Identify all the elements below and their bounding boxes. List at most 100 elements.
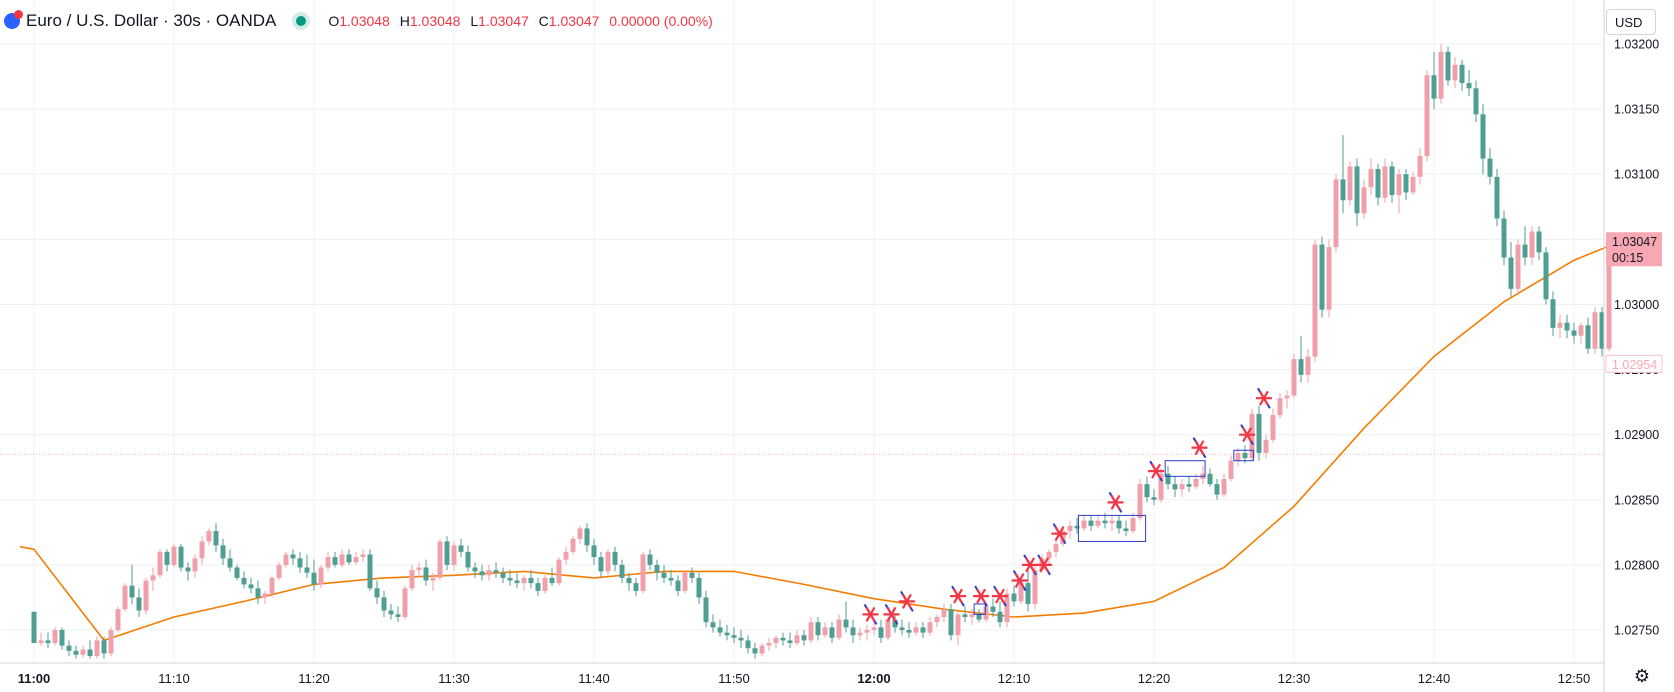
candle — [1543, 247, 1549, 305]
candle-body — [290, 554, 296, 559]
price-tick-label: 1.03000 — [1614, 298, 1659, 312]
candle-body — [1228, 460, 1234, 479]
candle-body — [605, 551, 611, 572]
candle-body — [1487, 158, 1493, 177]
candle — [1165, 465, 1171, 490]
candle — [234, 564, 240, 581]
candle-body — [906, 630, 912, 633]
candle-body — [1473, 88, 1479, 115]
candle-body — [745, 640, 751, 649]
candle-body — [1109, 520, 1115, 524]
candle — [416, 562, 422, 578]
candle — [45, 632, 51, 649]
price-tick-label: 1.02800 — [1614, 558, 1659, 572]
candle — [787, 632, 793, 649]
candle — [192, 554, 198, 578]
candle-body — [269, 577, 275, 594]
candle-body — [1410, 176, 1416, 193]
marker-arm — [1258, 390, 1269, 406]
change-value: 0.00000 (0.00%) — [609, 13, 713, 29]
candle — [38, 632, 44, 646]
candle — [437, 538, 443, 581]
gear-icon[interactable]: ⚙ — [1633, 666, 1651, 686]
candle-body — [1452, 64, 1458, 81]
asterisk-marker — [1239, 424, 1256, 446]
asterisk-marker — [898, 590, 915, 612]
candle-body — [1417, 155, 1423, 177]
candle — [1214, 478, 1220, 500]
symbol-title[interactable]: Euro / U.S. Dollar · 30s · OANDA — [26, 11, 277, 30]
candle — [1312, 239, 1318, 362]
candle — [339, 549, 345, 568]
open-value: 1.03048 — [339, 13, 390, 29]
candle — [1081, 515, 1087, 532]
marker-arm — [953, 588, 963, 604]
candle-body — [598, 557, 604, 572]
marker-arm — [1054, 526, 1065, 542]
candle — [962, 606, 968, 623]
candle-body — [423, 567, 429, 581]
time-tick-label: 12:40 — [1418, 671, 1451, 686]
candle — [801, 630, 807, 646]
candle — [1270, 408, 1276, 443]
candle — [80, 645, 86, 658]
candle-body — [1326, 247, 1332, 310]
candle-body — [668, 577, 674, 581]
candle — [1438, 44, 1444, 104]
candle-body — [1018, 583, 1024, 602]
candle-body — [1347, 166, 1353, 201]
time-tick-label: 12:10 — [998, 671, 1031, 686]
candle-body — [535, 583, 541, 591]
candle-body — [1179, 484, 1185, 490]
candle-body — [1305, 356, 1311, 375]
candle-body — [171, 546, 177, 565]
candle-body — [381, 597, 387, 611]
candle — [934, 614, 940, 628]
candle-body — [1319, 244, 1325, 310]
candle-body — [129, 585, 135, 598]
candle-body — [80, 649, 86, 655]
candle-body — [1375, 169, 1381, 198]
candle — [1473, 80, 1479, 123]
candle-body — [248, 584, 254, 589]
candle — [1585, 317, 1591, 354]
candle — [1431, 51, 1437, 110]
candle-body — [486, 570, 492, 576]
candle-body — [143, 580, 149, 611]
candle — [1445, 46, 1451, 86]
time-tick-label: 12:30 — [1278, 671, 1311, 686]
annotation-box — [1233, 449, 1254, 462]
asterisk-marker — [992, 585, 1008, 607]
candle — [780, 632, 786, 646]
candle-body — [1438, 51, 1444, 99]
candle-body — [1585, 325, 1591, 349]
candle — [59, 627, 65, 650]
candle-body — [584, 528, 590, 546]
candle-body — [1102, 520, 1108, 524]
candle — [864, 624, 870, 641]
candle-body — [990, 606, 996, 612]
candle-body — [997, 611, 1003, 623]
candle — [248, 577, 254, 594]
currency-button[interactable]: USD — [1606, 9, 1656, 35]
candle — [535, 577, 541, 597]
candle — [171, 544, 177, 568]
candle — [1564, 314, 1570, 339]
candle — [94, 636, 100, 659]
candle-body — [472, 567, 478, 572]
candle-body — [402, 588, 408, 617]
price-axis[interactable]: 1.027501.028001.028501.029001.029501.030… — [1614, 38, 1659, 638]
candle — [1403, 169, 1409, 201]
candle — [444, 536, 450, 571]
candle-body — [367, 554, 373, 589]
candle-body — [262, 593, 268, 598]
candle-body — [1480, 114, 1486, 159]
candle — [1109, 515, 1115, 532]
candle — [969, 609, 975, 625]
candle — [1186, 476, 1192, 492]
time-axis[interactable]: 11:00 11:10 11:20 11:30 11:40 11:50 12:00 12:10… — [18, 671, 1591, 686]
candle — [1067, 520, 1073, 539]
candle — [1284, 390, 1290, 409]
candle — [521, 575, 527, 591]
